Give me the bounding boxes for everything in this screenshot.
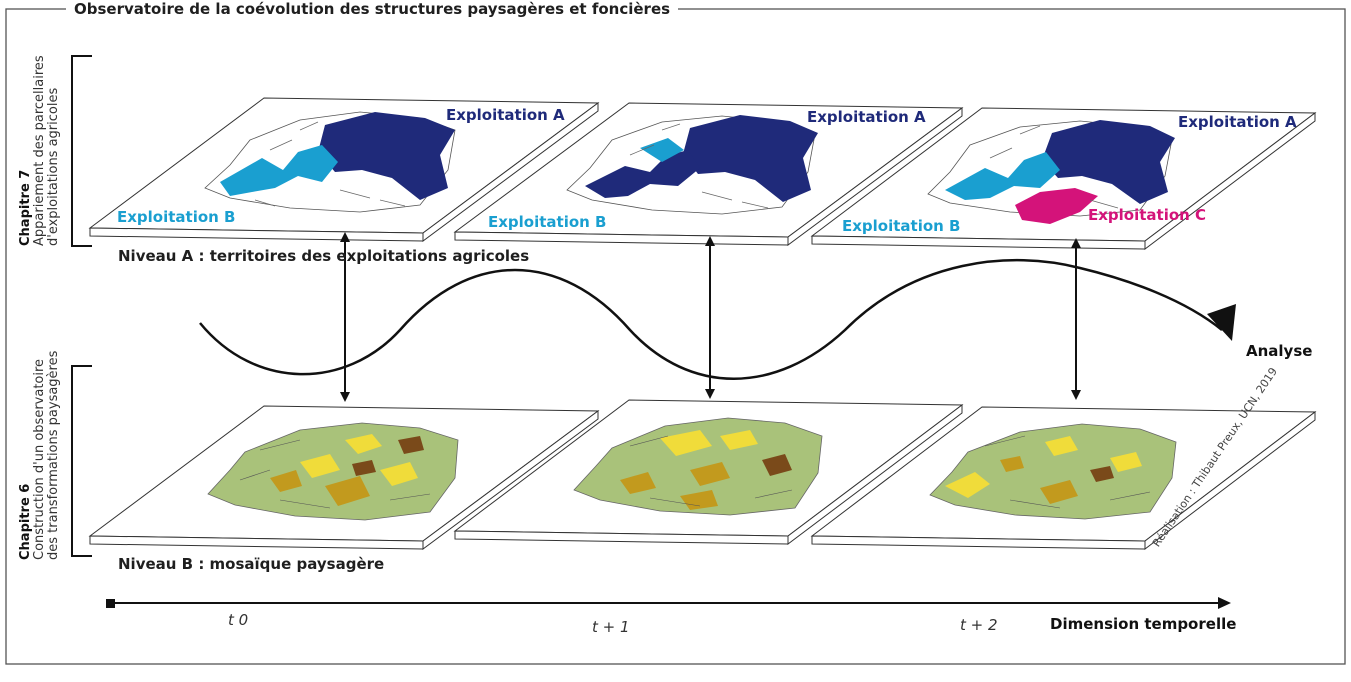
tick-t2: t + 2: [960, 616, 998, 634]
chapter7-line1: Appariement des parcellaires: [32, 55, 47, 246]
level-b-label: Niveau B : mosaïque paysagère: [118, 555, 385, 573]
bracket-chapter7: [71, 55, 92, 247]
chapter6-line2: des transformations paysagères: [46, 350, 61, 560]
plate-a-t0-exploitation-b: Exploitation B: [117, 208, 236, 226]
plate-b-t2: [810, 406, 1317, 551]
tick-t1: t + 1: [592, 618, 630, 636]
chapter7-label: Chapitre 7: [18, 169, 33, 246]
time-axis-label: Dimension temporelle: [1050, 615, 1237, 633]
diagram-title: Observatoire de la coévolution des struc…: [66, 0, 679, 18]
plate-b-t0: [88, 405, 600, 550]
plate-a-t1-exploitation-b: Exploitation B: [488, 213, 607, 231]
analyse-arrowhead: [1207, 304, 1236, 341]
plate-a-t2-exploitation-c: Exploitation C: [1088, 206, 1206, 224]
plate-a-t2-exploitation-b: Exploitation B: [842, 217, 961, 235]
chapter6-line1: Construction d'un observatoire: [32, 358, 47, 560]
chapter6-label: Chapitre 6: [18, 483, 33, 560]
time-axis-arrowhead: [1218, 597, 1231, 609]
level-a-label: Niveau A : territoires des exploitations…: [118, 247, 530, 265]
plate-a-t2: [810, 107, 1317, 251]
tick-t0: t 0: [228, 611, 249, 629]
plate-a-t1-exploitation-a: Exploitation A: [807, 108, 926, 126]
plate-a-t2-exploitation-a: Exploitation A: [1178, 113, 1297, 131]
plate-b-t1: [453, 399, 964, 546]
plate-a-t0-exploitation-a: Exploitation A: [446, 106, 565, 124]
chapter7-caption: Chapitre 7 Appariement des parcellaires …: [18, 55, 61, 246]
chapter6-caption: Chapitre 6 Construction d'un observatoir…: [18, 350, 61, 560]
plate-a-t0: [88, 97, 600, 242]
chapter7-line2: d'exploitations agricoles: [46, 87, 61, 246]
bracket-chapter6: [71, 365, 92, 557]
analyse-label: Analyse: [1246, 342, 1313, 360]
plate-a-t1: [453, 102, 964, 246]
